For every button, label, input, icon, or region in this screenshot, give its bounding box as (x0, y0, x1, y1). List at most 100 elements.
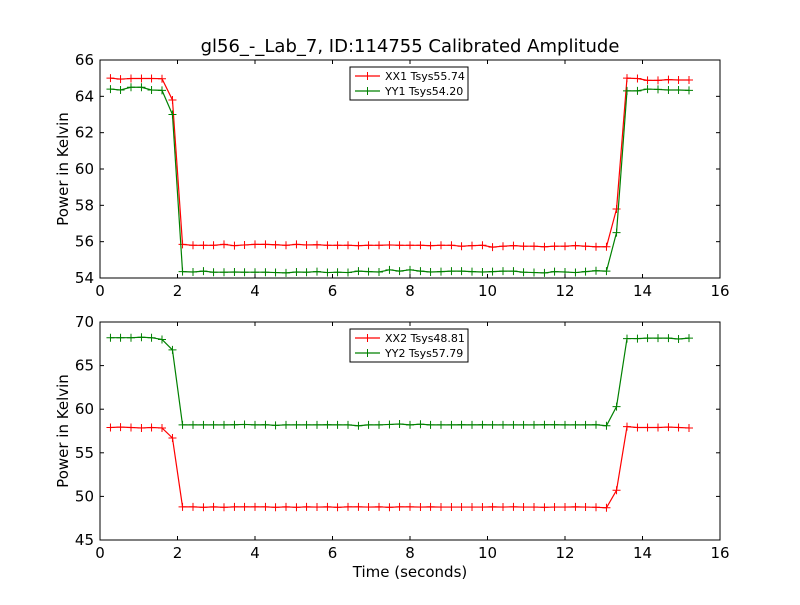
data-point (674, 75, 683, 84)
data-point (426, 268, 435, 277)
legend-marker (363, 334, 372, 342)
data-point (209, 241, 218, 250)
data-point (488, 420, 497, 429)
data-point (178, 267, 187, 276)
data-point (674, 85, 683, 94)
data-point (457, 503, 466, 512)
legend-label: YY2 Tsys57.79 (384, 347, 463, 360)
data-point (313, 240, 321, 249)
data-point (364, 420, 373, 429)
data-point (633, 74, 642, 83)
y-tick-label: 54 (75, 269, 94, 287)
data-point (178, 240, 187, 249)
data-point (333, 241, 342, 250)
data-point (447, 420, 456, 429)
data-point (354, 267, 363, 276)
legend-marker (363, 349, 372, 357)
data-point (364, 503, 373, 512)
data-point (654, 334, 662, 343)
data-point (282, 241, 290, 250)
data-point (209, 268, 218, 277)
x-tick-label: 6 (328, 282, 338, 300)
data-point (499, 503, 507, 512)
x-tick-label: 0 (95, 544, 105, 562)
data-point (106, 85, 115, 94)
legend: XX1 Tsys55.74 YY1 Tsys54.20 (349, 66, 469, 101)
y-tick-label: 65 (75, 357, 94, 375)
data-point (385, 503, 394, 512)
data-point (602, 242, 611, 251)
x-tick-label: 16 (710, 544, 729, 562)
data-point (499, 420, 507, 429)
data-point (395, 241, 404, 250)
data-point (457, 242, 466, 251)
data-point (323, 268, 332, 277)
data-point (416, 241, 425, 250)
data-point (240, 268, 249, 277)
x-tick-label: 4 (250, 282, 260, 300)
x-tick-label: 16 (710, 282, 729, 300)
data-point (292, 420, 301, 429)
data-point (550, 242, 559, 251)
y-tick-label: 45 (75, 531, 94, 549)
data-point (168, 95, 177, 104)
x-tick-label: 8 (405, 544, 415, 562)
data-point (488, 502, 497, 511)
data-point (664, 75, 673, 84)
series-line (110, 77, 689, 248)
x-tick-label: 0 (95, 282, 105, 300)
data-point (509, 241, 518, 250)
data-point (623, 334, 631, 343)
data-point (612, 402, 621, 411)
data-point (571, 420, 580, 429)
data-point (519, 268, 528, 277)
data-point (602, 267, 611, 276)
x-tick-label: 12 (555, 544, 574, 562)
data-point (261, 268, 270, 277)
data-point (199, 503, 208, 512)
data-point (302, 268, 311, 277)
data-point (158, 74, 166, 83)
data-point (499, 267, 507, 276)
data-point (168, 433, 177, 442)
data-point (230, 420, 239, 429)
data-point (499, 242, 507, 251)
data-point (623, 74, 631, 83)
y-tick-label: 50 (75, 487, 94, 505)
series-2 (106, 333, 693, 430)
data-point (550, 503, 559, 512)
data-point (685, 423, 693, 432)
data-point (561, 242, 569, 251)
data-point (344, 420, 352, 429)
x-tick-label: 2 (173, 282, 183, 300)
y-tick-label: 62 (75, 124, 94, 142)
data-point (354, 502, 363, 511)
series-1 (106, 422, 693, 512)
data-point (385, 265, 394, 274)
data-point (447, 267, 456, 276)
data-point (158, 423, 166, 432)
data-point (127, 423, 135, 432)
bottom-subplot: 0 2 4 6 8 10 12 14 16 45 50 55 60 65 70 Power in Kelvin… (54, 313, 730, 581)
data-point (623, 422, 631, 431)
data-point (137, 333, 146, 342)
x-tick-label: 4 (250, 544, 260, 562)
y-tick-label: 60 (75, 400, 94, 418)
x-tick-label: 10 (478, 282, 497, 300)
data-point (437, 241, 445, 250)
data-point (116, 423, 125, 432)
data-point (437, 420, 445, 429)
data-point (654, 76, 662, 85)
data-point (106, 74, 115, 83)
data-point (654, 85, 662, 94)
legend-box (349, 328, 469, 363)
data-point (561, 420, 569, 429)
data-point (530, 420, 538, 429)
data-point (302, 502, 311, 511)
data-point (106, 333, 115, 342)
data-point (271, 268, 280, 277)
data-point (220, 268, 228, 277)
data-point (261, 420, 270, 429)
data-point (385, 240, 394, 249)
data-point (406, 420, 414, 429)
